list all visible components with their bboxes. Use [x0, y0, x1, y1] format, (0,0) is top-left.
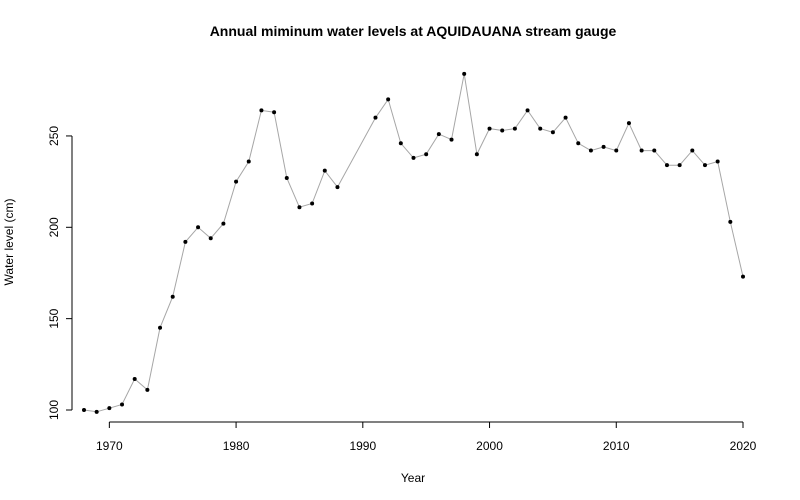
data-point: [297, 205, 302, 210]
data-point: [728, 219, 733, 224]
data-point: [436, 132, 441, 137]
chart-title: Annual miminum water levels at AQUIDAUAN…: [210, 23, 617, 39]
data-point: [639, 148, 644, 153]
data-point: [246, 159, 251, 164]
x-tick-label: 1980: [223, 439, 250, 453]
x-tick-label: 1970: [96, 439, 123, 453]
data-point: [462, 71, 467, 76]
data-point: [588, 148, 593, 153]
data-point: [120, 402, 125, 407]
y-axis-label: Water level (cm): [2, 199, 16, 286]
data-point: [284, 175, 289, 180]
axes: 1970 1980 1990 2000 2010 2020 100 150 200 250: [47, 126, 757, 453]
data-point: [411, 155, 416, 160]
data-point: [208, 236, 213, 241]
data-point: [386, 97, 391, 102]
series: [82, 71, 745, 414]
data-point: [512, 126, 517, 131]
y-tick-label: 200: [47, 217, 61, 237]
data-point: [170, 294, 175, 299]
x-axis-label: Year: [401, 471, 425, 485]
data-point: [310, 201, 315, 206]
data-point: [158, 325, 163, 330]
data-point: [183, 239, 188, 244]
data-point: [715, 159, 720, 164]
series-line: [83, 73, 744, 413]
data-point: [474, 152, 479, 157]
data-point: [132, 376, 137, 381]
data-point: [538, 126, 543, 131]
data-point: [677, 163, 682, 168]
data-point: [626, 121, 631, 126]
data-point: [449, 137, 454, 142]
data-point: [398, 141, 403, 146]
data-point: [664, 163, 669, 168]
data-point: [741, 274, 745, 279]
data-point: [563, 115, 568, 120]
x-tick-label: 2010: [603, 439, 630, 453]
data-point: [234, 179, 239, 184]
data-point: [373, 115, 378, 120]
y-tick-label: 100: [47, 400, 61, 420]
data-point: [259, 108, 264, 113]
y-tick-label: 150: [47, 308, 61, 328]
data-point: [335, 185, 340, 190]
data-point: [614, 148, 619, 153]
data-point: [82, 408, 86, 412]
y-tick-label: 250: [47, 126, 61, 146]
data-point: [525, 108, 530, 113]
data-point: [576, 141, 581, 146]
data-point: [221, 221, 226, 226]
data-point: [550, 130, 555, 135]
data-point: [690, 148, 695, 153]
data-point: [196, 225, 201, 230]
data-point: [322, 168, 327, 173]
data-point: [652, 148, 657, 153]
data-point: [94, 409, 99, 414]
data-point: [424, 152, 429, 157]
data-point: [145, 387, 150, 392]
data-point: [272, 110, 277, 115]
x-tick-label: 1990: [349, 439, 376, 453]
x-tick-label: 2020: [730, 439, 757, 453]
data-point: [702, 163, 707, 168]
x-tick-label: 2000: [476, 439, 503, 453]
data-point: [601, 144, 606, 149]
data-point: [487, 126, 492, 131]
data-point: [500, 128, 505, 133]
data-point: [107, 406, 112, 411]
